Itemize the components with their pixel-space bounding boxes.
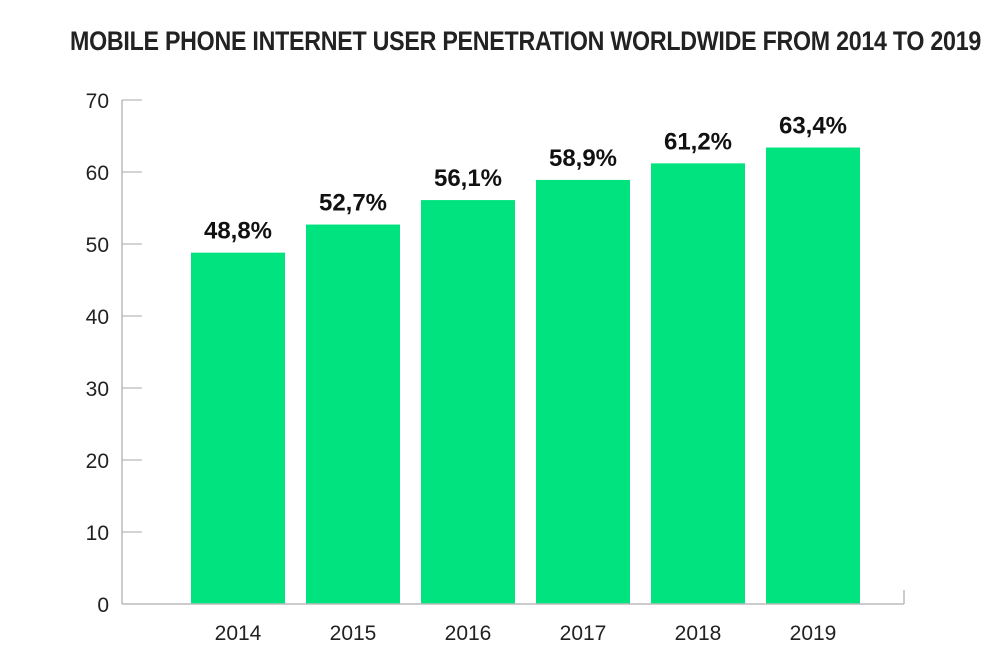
x-tick-label: 2016 bbox=[445, 622, 492, 645]
y-tick-label: 70 bbox=[86, 90, 109, 113]
data-label-2017: 58,9% bbox=[549, 145, 617, 172]
bar-2019 bbox=[766, 147, 860, 604]
x-axis: 2014 2015 2016 2017 2018 2019 bbox=[122, 590, 905, 645]
x-tick-label: 2019 bbox=[790, 622, 837, 645]
x-tick-label: 2017 bbox=[560, 622, 607, 645]
y-axis: 0 10 20 30 40 50 60 70 bbox=[86, 90, 142, 617]
y-tick-label: 20 bbox=[86, 450, 109, 473]
y-tick-label: 60 bbox=[86, 162, 109, 185]
bar-2017 bbox=[536, 179, 630, 605]
data-label-2018: 61,2% bbox=[664, 128, 732, 155]
data-labels: 48,8% 52,7% 56,1% 58,9% 61,2% 63,4% bbox=[204, 113, 847, 245]
chart-title: MOBILE PHONE INTERNET USER PENETRATION W… bbox=[70, 26, 982, 56]
x-tick-label: 2015 bbox=[330, 622, 377, 645]
y-tick-label: 30 bbox=[86, 378, 109, 401]
y-tick-label: 40 bbox=[86, 306, 109, 329]
data-label-2014: 48,8% bbox=[204, 218, 272, 245]
bars bbox=[191, 147, 860, 605]
bar-2016 bbox=[421, 200, 515, 604]
data-label-2016: 56,1% bbox=[434, 165, 502, 192]
data-label-2015: 52,7% bbox=[319, 190, 387, 217]
bar-2014 bbox=[191, 252, 285, 604]
bar-2015 bbox=[306, 224, 400, 604]
data-label-2019: 63,4% bbox=[779, 113, 847, 140]
y-tick-label: 0 bbox=[97, 594, 109, 617]
x-tick-label: 2014 bbox=[215, 622, 262, 645]
y-tick-label: 10 bbox=[86, 522, 109, 545]
x-tick-label: 2018 bbox=[675, 622, 722, 645]
bar-2018 bbox=[651, 163, 745, 605]
y-tick-label: 50 bbox=[86, 234, 109, 257]
